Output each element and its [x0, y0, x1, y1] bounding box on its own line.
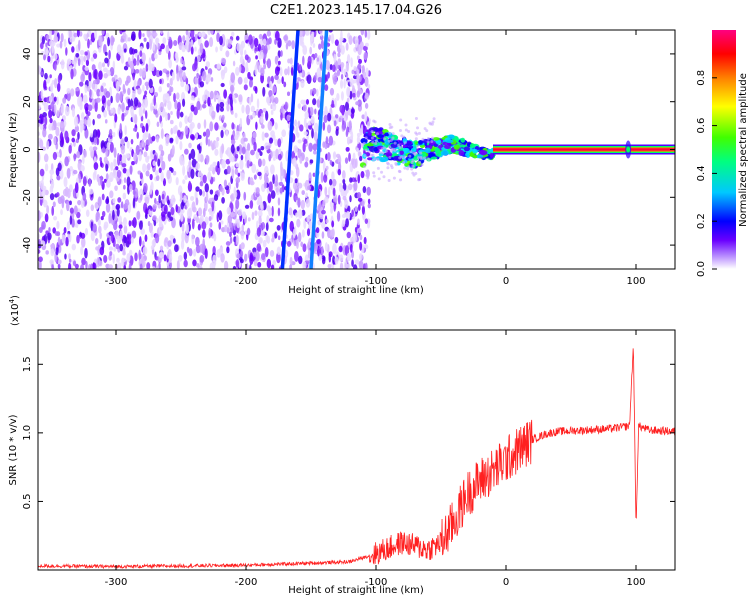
snr-line	[38, 348, 675, 570]
colorbar-tick-label: 0.8	[696, 70, 707, 86]
x-tick-label: -300	[105, 276, 128, 287]
snr-x-ticks: -300 -200 -100 0 100	[105, 330, 646, 588]
interference-streak	[280, 30, 300, 269]
spectrogram-x-label: Height of straight line (km)	[288, 285, 424, 296]
y-tick-label: 20	[22, 95, 33, 108]
colorbar-tick-label: 0.6	[696, 118, 707, 134]
y-tick-label: 0	[22, 146, 33, 152]
interference-streak	[309, 30, 329, 269]
y-tick-label: 1.0	[22, 425, 33, 441]
colorbar-gradient	[712, 30, 736, 269]
snr-y-label: SNR (10 * v/v)	[8, 414, 19, 485]
spectrogram-heatmap	[38, 30, 675, 269]
y-tick-label: 1.5	[22, 356, 33, 372]
spectrogram-x-ticks: -300 -200 -100 0 100	[105, 30, 646, 287]
x-tick-label: 0	[503, 577, 509, 588]
x-tick-label: -100	[365, 276, 388, 287]
x-tick-label: -200	[235, 276, 258, 287]
y-tick-label: 0.5	[22, 493, 33, 509]
figure-title: C2E1.2023.145.17.04.G26	[270, 3, 442, 18]
carrier-line	[493, 148, 675, 151]
colorbar-label: Normalized spectral amplitude	[738, 73, 749, 227]
snr-frame	[37, 329, 676, 571]
x-tick-label: -200	[235, 577, 258, 588]
x-tick-label: -300	[105, 577, 128, 588]
x-tick-label: 100	[626, 276, 645, 287]
snr-panel: -300 -200 -100 0 100 0.5 1.0 1.5 Height of str…	[8, 295, 676, 596]
snr-x-label: Height of straight line (km)	[288, 585, 424, 596]
x-tick-label: 100	[626, 577, 645, 588]
colorbar: 0.0 0.2 0.4 0.6 0.8 Normalized spectral ampl…	[696, 30, 749, 277]
y-tick-label: -20	[22, 189, 33, 205]
y-tick-label: -40	[22, 237, 33, 253]
snr-series	[38, 348, 675, 570]
x-tick-label: 0	[503, 276, 509, 287]
x-tick-label: -100	[365, 577, 388, 588]
colorbar-tick-label: 0.0	[696, 261, 707, 277]
snr-y-ticks: 0.5 1.0 1.5	[22, 356, 675, 509]
spectrogram-y-ticks: -40 -20 0 20 40	[22, 48, 675, 253]
spectrogram-y-label: Frequency (Hz)	[8, 112, 19, 188]
colorbar-tick-label: 0.2	[696, 213, 707, 229]
snr-y-multiplier: (x104)	[8, 295, 21, 326]
colorbar-ticks: 0.0 0.2 0.4 0.6 0.8	[696, 70, 717, 277]
colorbar-tick-label: 0.4	[696, 165, 707, 181]
y-tick-label: 40	[22, 48, 33, 61]
